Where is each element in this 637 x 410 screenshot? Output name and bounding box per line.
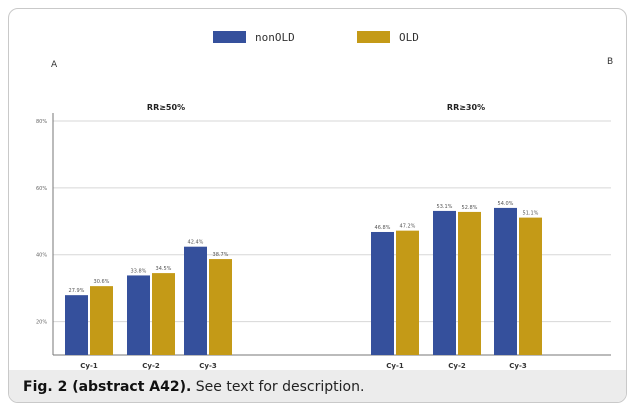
panel-label-b: B xyxy=(607,57,613,67)
y-tick-label: 60% xyxy=(36,186,47,192)
figure-frame: 80% 60% 40% 20% nonOLD OLD A B RR≥50% 27.9% 30.6% C… xyxy=(8,8,627,403)
bar-old-cy-3 xyxy=(209,259,232,355)
bar-value-label: 34.5% xyxy=(156,266,172,272)
bar-chart: 80% 60% 40% 20% nonOLD OLD A B RR≥50% 27.9% 30.6% C… xyxy=(36,31,613,370)
bar-value-label: 30.6% xyxy=(94,279,110,285)
bar-old-cy-1 xyxy=(90,286,113,355)
bar-value-label: 54.0% xyxy=(498,201,514,207)
bar-nonold-cy-3 xyxy=(494,207,517,355)
bar-value-label: 53.1% xyxy=(437,204,453,210)
bar-old-cy-2 xyxy=(152,273,175,355)
x-tick-label: Cy-2 xyxy=(142,362,160,370)
bar-value-label: 51.1% xyxy=(523,211,539,217)
panel-title-a: RR≥50% xyxy=(147,103,185,112)
bar-nonold-cy-2 xyxy=(433,210,456,355)
y-tick-label: 40% xyxy=(36,253,47,259)
panel-label-a: A xyxy=(51,60,58,70)
x-tick-label: Cy-3 xyxy=(509,362,527,370)
bar-value-label: 46.8% xyxy=(375,225,391,231)
panel-title-b: RR≥30% xyxy=(447,103,485,112)
bar-nonold-cy-2 xyxy=(127,275,150,355)
figure-caption: Fig. 2 (abstract A42). See text for desc… xyxy=(23,379,364,395)
y-tick-label: 20% xyxy=(36,320,47,326)
bar-value-label: 42.4% xyxy=(188,240,204,246)
bar-value-label: 47.2% xyxy=(400,224,416,230)
bar-old-cy-3 xyxy=(519,217,542,355)
x-tick-label: Cy-2 xyxy=(448,362,466,370)
caption-label: Fig. 2 (abstract A42). xyxy=(23,379,192,395)
bar-old-cy-2 xyxy=(458,211,481,355)
x-tick-label: Cy-1 xyxy=(80,362,98,370)
legend-label-old: OLD xyxy=(399,31,419,44)
bar-nonold-cy-3 xyxy=(184,246,207,355)
x-tick-label: Cy-1 xyxy=(386,362,404,370)
x-tick-label: Cy-3 xyxy=(199,362,217,370)
caption-band: Fig. 2 (abstract A42). See text for desc… xyxy=(9,370,626,402)
legend-swatch-old xyxy=(357,31,390,43)
legend-label-nonold: nonOLD xyxy=(255,31,295,44)
caption-text: See text for description. xyxy=(195,379,365,395)
bar-value-label: 52.8% xyxy=(462,205,478,211)
bar-nonold-cy-1 xyxy=(65,295,88,355)
y-tick-label: 80% xyxy=(36,119,47,125)
bar-value-label: 38.7% xyxy=(213,252,229,258)
bar-value-label: 27.9% xyxy=(69,288,85,294)
bar-nonold-cy-1 xyxy=(371,231,394,355)
legend-swatch-nonold xyxy=(213,31,246,43)
bar-value-label: 33.8% xyxy=(131,268,147,274)
bar-old-cy-1 xyxy=(396,230,419,355)
